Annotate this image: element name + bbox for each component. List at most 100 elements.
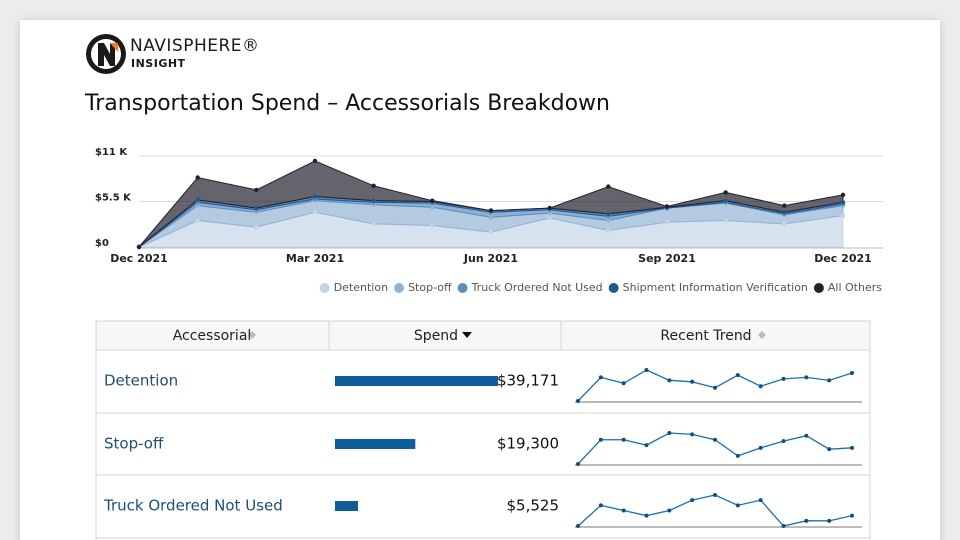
y-tick-label: $5.5 K xyxy=(95,193,132,204)
spend-label: $39,171 xyxy=(497,372,559,390)
trend-point xyxy=(576,462,580,466)
point xyxy=(312,158,318,164)
x-tick-label: Jun 2021 xyxy=(463,252,518,265)
trend-point xyxy=(690,432,695,437)
legend-label: Truck Ordered Not Used xyxy=(471,281,603,294)
trend-point xyxy=(598,375,603,380)
x-tick-label: Dec 2021 xyxy=(814,252,872,265)
trend-point xyxy=(850,513,854,518)
trend-point xyxy=(758,384,763,389)
logo xyxy=(86,34,126,74)
point xyxy=(430,198,435,203)
point xyxy=(254,205,259,211)
point xyxy=(547,210,552,216)
spend-bar xyxy=(335,439,416,449)
legend-marker xyxy=(813,283,824,293)
point xyxy=(606,228,611,233)
trend-point xyxy=(667,431,672,435)
trend-point xyxy=(598,503,603,508)
trend-point xyxy=(781,376,786,381)
trend-point xyxy=(804,375,809,380)
point xyxy=(782,221,787,227)
point xyxy=(312,210,318,215)
logo-brand: NAVISPHERE® xyxy=(130,36,260,56)
legend-marker xyxy=(319,283,330,293)
point xyxy=(195,203,200,208)
trend-point xyxy=(667,508,672,513)
trend-point xyxy=(621,437,626,442)
trend-point xyxy=(758,498,763,503)
trend-point xyxy=(758,445,763,450)
y-tick-label: $11 K xyxy=(95,147,128,158)
trend-point xyxy=(598,437,603,442)
point xyxy=(840,200,846,205)
point xyxy=(782,210,787,215)
point xyxy=(840,192,846,198)
trend-point xyxy=(827,518,832,523)
point xyxy=(664,219,670,225)
trend-point xyxy=(735,373,740,378)
trend-point xyxy=(576,399,580,403)
trend-point xyxy=(644,513,649,518)
area xyxy=(138,160,844,248)
point xyxy=(371,221,376,227)
point xyxy=(371,198,376,203)
legend-label: Shipment Information Verification xyxy=(623,281,808,294)
point xyxy=(371,183,376,188)
trend-point xyxy=(827,378,832,383)
trend-point xyxy=(690,498,695,503)
trend-point xyxy=(781,439,786,444)
point xyxy=(547,205,552,211)
point xyxy=(430,223,435,228)
page-title: Transportation Spend – Accessorials Brea… xyxy=(84,91,610,116)
point xyxy=(664,204,670,209)
point xyxy=(782,203,787,208)
card xyxy=(20,20,940,540)
trend-point xyxy=(713,385,717,390)
x-tick-label: Dec 2021 xyxy=(110,252,168,265)
point xyxy=(195,197,200,203)
spend-bar xyxy=(335,376,498,386)
point xyxy=(195,175,200,180)
legend-marker xyxy=(608,283,619,293)
trend-point xyxy=(690,379,695,384)
legend-marker xyxy=(394,283,405,293)
point xyxy=(312,194,318,199)
trend-point xyxy=(713,437,717,442)
point xyxy=(488,208,494,213)
x-tick-label: Sep 2021 xyxy=(638,252,696,265)
row-name[interactable]: Detention xyxy=(104,372,178,390)
trend-point xyxy=(827,447,832,452)
spend-bar xyxy=(335,501,358,511)
trend-point xyxy=(621,381,626,386)
spend-label: $5,525 xyxy=(507,497,560,515)
trend-point xyxy=(735,453,740,458)
trend-point xyxy=(804,518,809,523)
column-header[interactable]: Spend xyxy=(414,328,458,344)
trend-point xyxy=(781,524,786,528)
column-header[interactable]: Recent Trend xyxy=(660,328,751,344)
trend-point xyxy=(576,524,580,528)
legend-label: Detention xyxy=(334,281,388,294)
point xyxy=(840,213,846,218)
point xyxy=(606,184,611,189)
row-name[interactable]: Truck Ordered Not Used xyxy=(103,497,283,515)
column-header[interactable]: Accessorial xyxy=(173,328,252,344)
logo-sub: INSIGHT xyxy=(131,57,186,70)
point xyxy=(606,211,611,217)
legend-label: All Others xyxy=(828,281,882,294)
trend-point xyxy=(621,508,626,513)
point xyxy=(136,244,142,250)
point xyxy=(254,224,259,230)
point xyxy=(606,218,611,223)
trend-point xyxy=(850,370,854,375)
x-tick-label: Mar 2021 xyxy=(286,252,344,265)
row-name[interactable]: Stop-off xyxy=(104,435,164,453)
legend-label: Stop-off xyxy=(408,281,452,294)
trend-point xyxy=(644,368,649,372)
trend-point xyxy=(667,378,672,383)
point xyxy=(488,215,494,220)
point xyxy=(488,229,494,235)
